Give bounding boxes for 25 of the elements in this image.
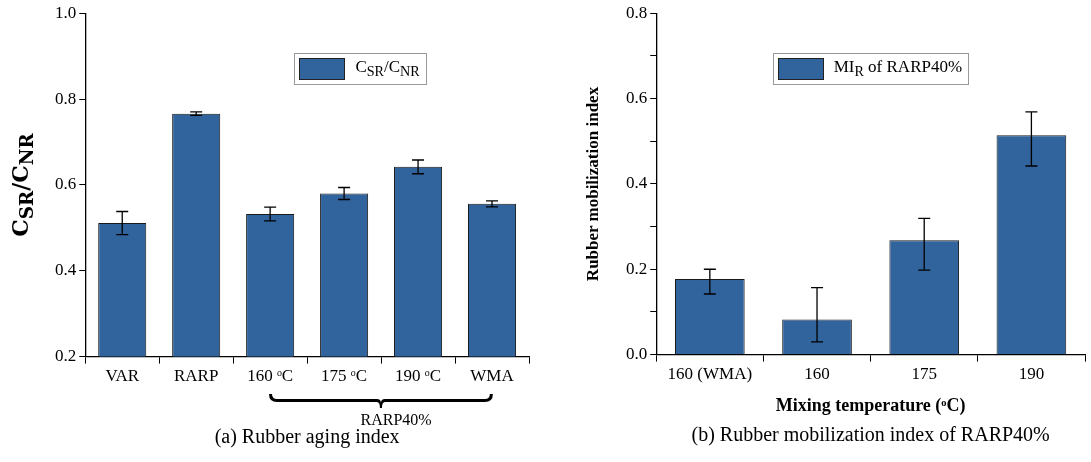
x-tick-label: 160 (WMA) — [667, 364, 753, 384]
x-tick-label: 160 — [804, 364, 830, 384]
y-tick-label: 1.0 — [55, 2, 77, 22]
text: (b) Rubber mobilization index of RARP40% — [691, 423, 1050, 446]
y-axis-title: Rubber mobilization index — [583, 86, 603, 282]
x-tick-label: WMA — [470, 366, 515, 386]
y-tick-label: 0.4 — [626, 173, 648, 193]
y-tick-label: 0.6 — [55, 174, 77, 194]
x-tick-label: 190 ᵒC — [395, 366, 442, 386]
legend-label: MI$_{R}$ of RARP40% — [833, 57, 963, 81]
x-tick-label: 160 ᵒC — [247, 366, 294, 386]
y-tick-label: 0.0 — [626, 344, 648, 364]
y-tick-label: 0.8 — [55, 88, 77, 108]
y-tick-label: 0.2 — [55, 346, 77, 366]
x-tick-label: VAR — [105, 366, 140, 386]
x-tick-label: 190 — [1018, 364, 1045, 384]
x-axis-title: Mixing temperature (ᵒC) — [775, 394, 966, 416]
y-tick-label: 0.6 — [626, 88, 648, 108]
x-tick-label: 175 — [911, 364, 937, 384]
y-tick-label: 0.4 — [55, 260, 77, 280]
x-tick-label: RARP — [173, 366, 219, 386]
legend-label: C$_{SR}$/C$_{NR}$ — [355, 57, 420, 81]
y-tick-label: 0.2 — [626, 258, 648, 278]
x-tick-label: 175 ᵒC — [321, 366, 368, 386]
y-tick-label: 0.8 — [626, 2, 648, 22]
